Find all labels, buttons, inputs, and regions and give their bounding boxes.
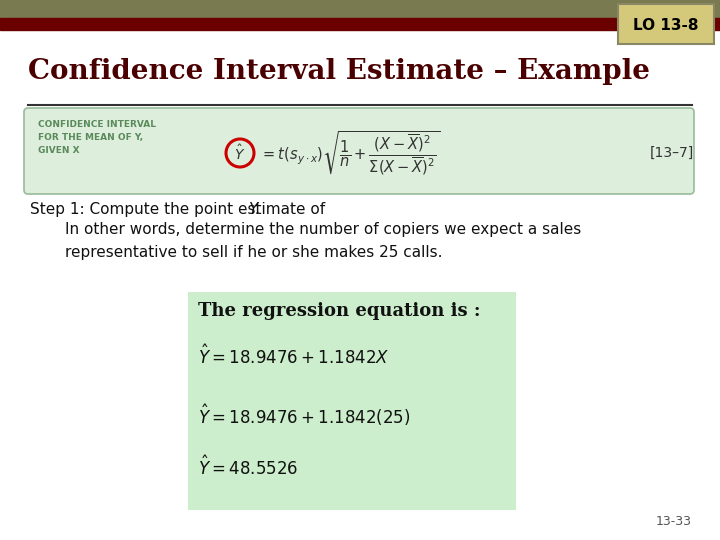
Text: Confidence Interval Estimate – Example: Confidence Interval Estimate – Example: [28, 58, 650, 85]
Bar: [0, 0, 720, 18]
Text: The regression equation is :: The regression equation is :: [198, 302, 480, 320]
FancyBboxPatch shape: [188, 292, 516, 510]
Text: In other words, determine the number of copiers we expect a sales
representative: In other words, determine the number of …: [65, 222, 581, 260]
FancyBboxPatch shape: [618, 4, 714, 44]
Text: $= t(s_{y \cdot x})\sqrt{\dfrac{1}{n} + \dfrac{(X - \overline{X})^2}{\Sigma(X - : $= t(s_{y \cdot x})\sqrt{\dfrac{1}{n} + …: [260, 129, 441, 177]
Text: LO 13-8: LO 13-8: [634, 18, 698, 33]
FancyBboxPatch shape: [24, 108, 694, 194]
Text: $\hat{Y} = 18.9476 + 1.1842X$: $\hat{Y} = 18.9476 + 1.1842X$: [198, 344, 390, 368]
Text: $\hat{Y} = 18.9476 + 1.1842(25)$: $\hat{Y} = 18.9476 + 1.1842(25)$: [198, 402, 410, 428]
Text: $\hat{Y} = 48.5526$: $\hat{Y} = 48.5526$: [198, 455, 298, 478]
Text: Step 1: Compute the point estimate of: Step 1: Compute the point estimate of: [30, 202, 330, 217]
Text: 13-33: 13-33: [656, 515, 692, 528]
Text: CONFIDENCE INTERVAL
FOR THE MEAN OF Y,
GIVEN X: CONFIDENCE INTERVAL FOR THE MEAN OF Y, G…: [38, 120, 156, 156]
Text: $\hat{Y}$: $\hat{Y}$: [234, 144, 246, 163]
Text: [13–7]: [13–7]: [650, 146, 694, 160]
Text: Y.: Y.: [248, 202, 260, 217]
Bar: [0, 18, 720, 30]
